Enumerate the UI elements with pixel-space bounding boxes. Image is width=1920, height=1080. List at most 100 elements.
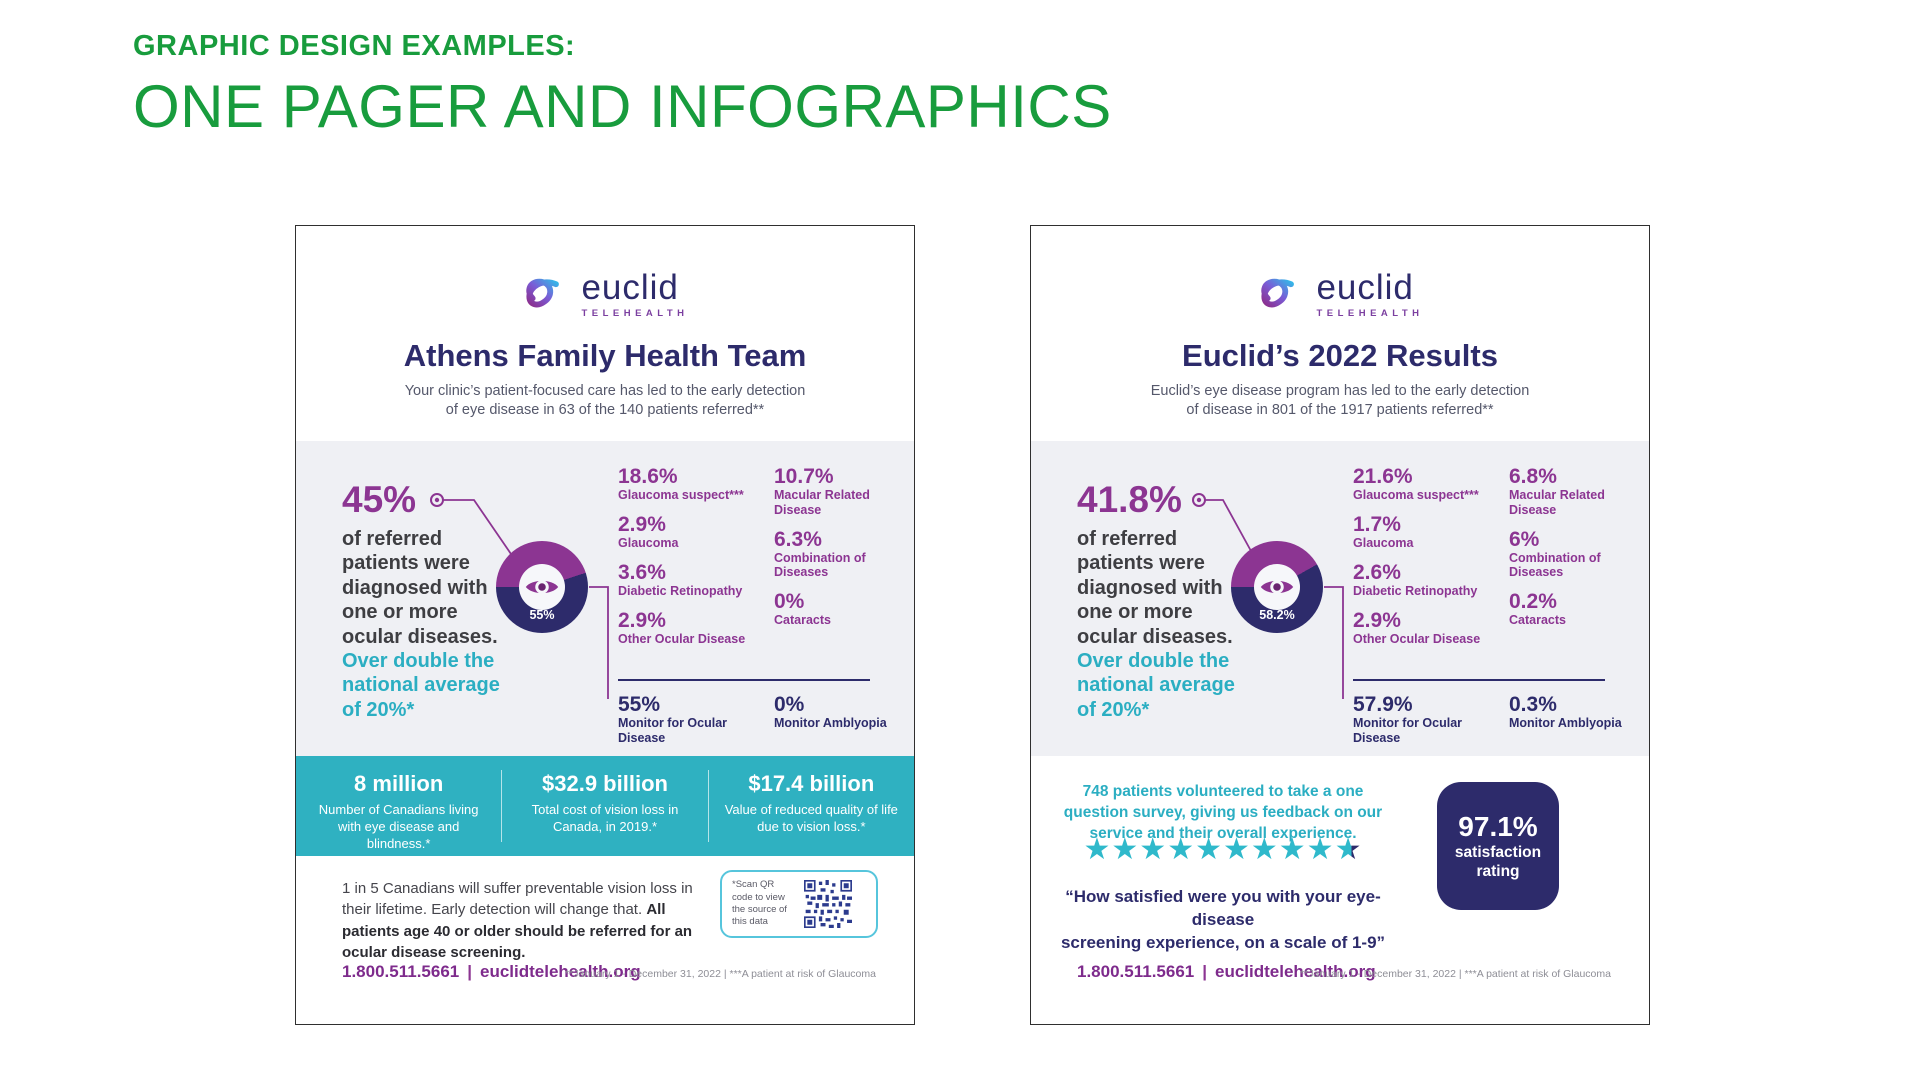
donut-chart: 58.2% (1231, 541, 1323, 633)
highlight-stat: 45% of referred patients were diagnosed … (342, 479, 527, 722)
facts-band: 8 million Number of Canadians living wit… (296, 756, 914, 856)
stats-column-1: 18.6% Glaucoma suspect*** 2.9% Glaucoma 3.… (618, 465, 768, 656)
rating-value: 97.1% (1458, 810, 1538, 842)
subtitle-line: Your clinic’s patient-focused care has l… (404, 382, 806, 399)
stat-item: 10.7% Macular Related Disease (774, 465, 870, 517)
eye-icon (1260, 580, 1294, 594)
highlight-line: of referred (342, 528, 443, 550)
logo-wordmark: euclid (581, 268, 679, 307)
stats-divider (618, 679, 870, 681)
stat-item: 6.3% Combination of Diseases (774, 527, 866, 580)
monitor-stat-1: 57.9% Monitor for Ocular Disease (1353, 693, 1463, 745)
fact-separator (707, 770, 709, 842)
stat-item: 18.6% Glaucoma suspect*** (618, 465, 744, 503)
highlight-line: one or more (342, 601, 458, 624)
highlight-value: 41.8% (1077, 479, 1182, 520)
highlight-accent-line: Over double the (1077, 649, 1230, 672)
stat-item: 6% Combination of Diseases (1509, 527, 1601, 580)
monitor-stat-2: 0% Monitor Amblyopia (774, 693, 887, 731)
footer-paragraph: 1 in 5 Canadians will suffer preventable… (342, 880, 693, 961)
donut-chart: 55% (496, 541, 588, 633)
donut-label: 58.2% (1259, 608, 1295, 622)
survey-quote: “How satisfied were you with your eye-di… (1060, 887, 1386, 952)
page-title: ONE PAGER AND INFOGRAPHICS (133, 73, 1112, 140)
footnote: **January 1 - December 31, 2022 | ***A p… (1300, 968, 1611, 980)
highlight-accent-line: Over double the (342, 649, 495, 672)
page-eyebrow: GRAPHIC DESIGN EXAMPLES: (133, 30, 576, 62)
card-title: Athens Family Health Team (403, 337, 807, 373)
phone-number: 1.800.511.5661 (1077, 962, 1195, 981)
highlight-value: 45% (342, 479, 417, 520)
highlight-accent-line: of 20%* (342, 698, 415, 721)
infographic-athens-card: euclid TELEHEALTH Athens Family Health T… (295, 225, 915, 1025)
website: euclidtelehealth.org (480, 962, 641, 981)
stat-item: 2.9% Other Ocular Disease (618, 608, 746, 646)
highlight-line: one or more (1077, 601, 1193, 624)
stat-item: 0.2% Cataracts (1509, 590, 1566, 628)
stats-column-1: 21.6% Glaucoma suspect*** 1.7% Glaucoma 2.… (1353, 465, 1503, 656)
stats-column-2: 10.7% Macular Related Disease 6.3% Combina… (774, 465, 896, 638)
qr-code (804, 880, 852, 928)
card-title: Euclid’s 2022 Results (1182, 337, 1498, 373)
card-header: euclid TELEHEALTH Euclid’s 2022 Results … (1031, 226, 1649, 421)
card-subtitle: Euclid’s eye disease program has led to … (1031, 382, 1649, 421)
card-subtitle: Your clinic’s patient-focused care has l… (296, 382, 914, 421)
subtitle-line: Euclid’s eye disease program has led to … (1150, 382, 1530, 399)
star-rating-icons: ★★★★★★★★★★ (1053, 832, 1393, 867)
contact-separator: | (467, 962, 472, 981)
star-partial: ★ (1334, 833, 1363, 866)
stat-item: 0% Cataracts (774, 590, 831, 628)
donut-label: 55% (529, 608, 555, 622)
euclid-logo: euclid TELEHEALTH (521, 270, 688, 319)
qr-box: *Scan QR code to view the source of this… (720, 870, 878, 938)
stat-item: 21.6% Glaucoma suspect*** (1353, 465, 1479, 503)
footnote: **January 1 - December 31, 2022 | ***A p… (565, 968, 876, 980)
website: euclidtelehealth.org (1215, 962, 1376, 981)
contact-row: 1.800.511.5661 | euclidtelehealth.org (1077, 962, 1376, 982)
satisfaction-rating-badge: 97.1% satisfaction rating (1437, 782, 1559, 910)
card-footer: 1 in 5 Canadians will suffer preventable… (296, 856, 914, 1024)
fact-item: $32.9 billion Total cost of vision loss … (531, 771, 679, 834)
stat-item: 6.8% Macular Related Disease (1509, 465, 1605, 517)
highlight-accent-line: national average (342, 674, 500, 697)
stat-item: 3.6% Diabetic Retinopathy (618, 560, 743, 598)
highlight-accent-line: of 20%* (1077, 698, 1150, 721)
highlight-line: ocular diseases. (342, 625, 498, 648)
page-header: GRAPHIC DESIGN EXAMPLES: ONE PAGER AND I… (133, 30, 1112, 141)
monitor-stat-1: 55% Monitor for Ocular Disease (618, 693, 728, 745)
highlight-line: patients were (1077, 552, 1205, 575)
highlight-line: diagnosed with (1077, 576, 1223, 599)
highlight-line: of referred (1077, 528, 1178, 550)
stat-item: 2.9% Glaucoma (618, 512, 679, 550)
highlight-line: diagnosed with (342, 576, 488, 599)
logo-tagline: TELEHEALTH (1316, 308, 1424, 319)
qr-note: *Scan QR code to view the source of this… (732, 879, 787, 928)
euclid-logo-icon (1261, 278, 1295, 307)
stats-section: 41.8% of referred patients were diagnose… (1031, 441, 1649, 756)
fact-separator (501, 770, 503, 842)
card-header: euclid TELEHEALTH Athens Family Health T… (296, 226, 914, 421)
stats-section: 45% of referred patients were diagnosed … (296, 441, 914, 756)
highlight-stat: 41.8% of referred patients were diagnose… (1077, 479, 1262, 722)
stat-item: 2.6% Diabetic Retinopathy (1353, 560, 1478, 598)
survey-section: 748 patients volunteered to take a one q… (1031, 756, 1649, 956)
stats-column-2: 6.8% Macular Related Disease 6% Combinatio… (1509, 465, 1631, 638)
stat-item: 1.7% Glaucoma (1353, 512, 1414, 550)
survey-text: 748 patients volunteered to take a one q… (1063, 783, 1383, 842)
stars-full: ★★★★★★★★★ (1083, 833, 1335, 866)
logo-wordmark: euclid (1316, 268, 1414, 307)
highlight-line: patients were (342, 552, 470, 575)
fact-item: 8 million Number of Canadians living wit… (318, 771, 479, 851)
logo-tagline: TELEHEALTH (581, 308, 689, 319)
stats-divider (1353, 679, 1605, 681)
contact-row: 1.800.511.5661 | euclidtelehealth.org (342, 962, 641, 982)
monitor-stat-2: 0.3% Monitor Amblyopia (1509, 693, 1622, 731)
subtitle-line: of disease in 801 of the 1917 patients r… (1186, 402, 1494, 419)
card-footer: 1.800.511.5661 | euclidtelehealth.org **Ja… (1031, 856, 1649, 1024)
highlight-line: ocular diseases. (1077, 625, 1233, 648)
contact-separator: | (1202, 962, 1207, 981)
subtitle-line: of eye disease in 63 of the 140 patients… (445, 402, 765, 419)
highlight-accent-line: national average (1077, 674, 1235, 697)
fact-item: $17.4 billion Value of reduced quality o… (724, 771, 898, 834)
infographic-2022-results-card: euclid TELEHEALTH Euclid’s 2022 Results … (1030, 225, 1650, 1025)
